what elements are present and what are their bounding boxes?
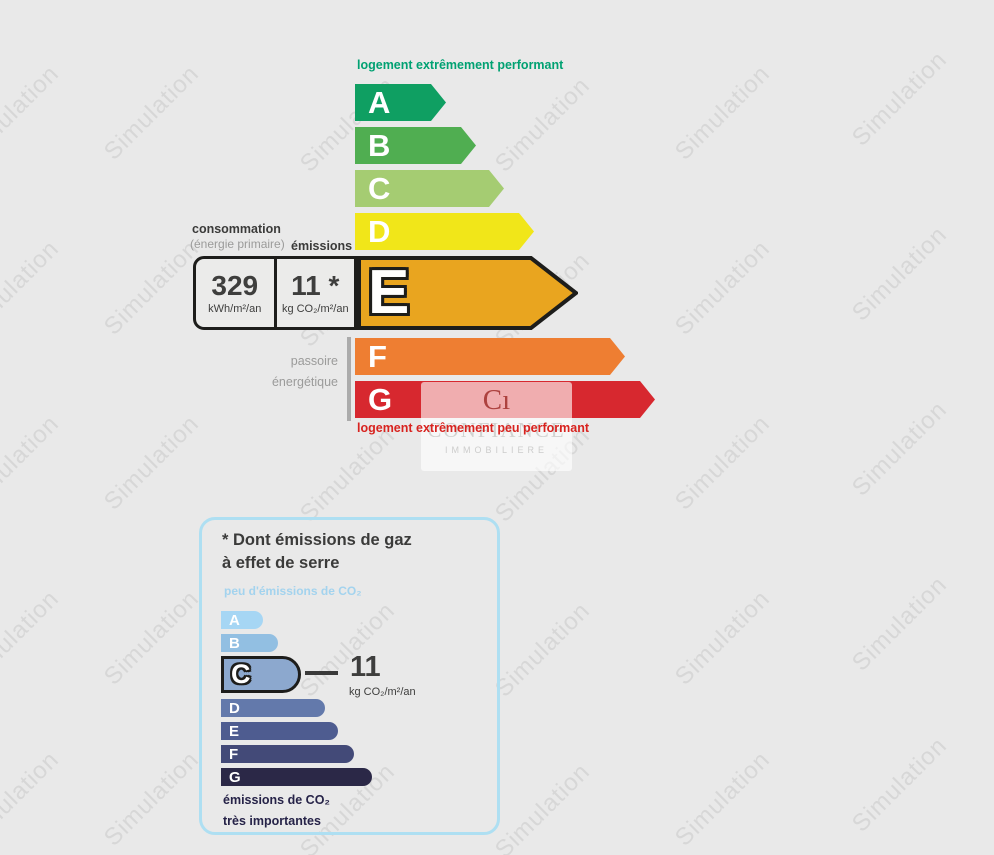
ghg-class-bar-a: A xyxy=(221,611,263,629)
simulation-watermark: Simulation xyxy=(846,220,953,327)
simulation-watermark: Simulation xyxy=(846,395,953,502)
emissions-value: 11 * xyxy=(291,269,340,301)
simulation-watermark: Simulation xyxy=(98,59,205,166)
ghg-box-title-line1: * Dont émissions de gaz xyxy=(222,531,412,549)
ghg-low-emissions-label: peu d'émissions de CO₂ xyxy=(224,584,362,598)
energy-class-bar-c: C xyxy=(355,170,504,207)
simulation-watermark: Simulation xyxy=(0,584,65,691)
agency-logo-name: CONFIANCE xyxy=(427,418,566,442)
simulation-watermark: Simulation xyxy=(0,745,65,852)
energy-class-letter: C xyxy=(368,171,391,206)
energy-class-e-arrow-shape xyxy=(357,256,580,330)
consumption-value: 329 xyxy=(211,269,259,301)
ghg-class-bar-g: G xyxy=(221,768,372,786)
bottom-performance-label: logement extrêmement peu performant xyxy=(357,421,589,435)
simulation-watermark: Simulation xyxy=(669,234,776,341)
ghg-class-letter: D xyxy=(229,699,240,717)
energy-class-letter: F xyxy=(368,339,387,374)
energy-class-bar-e-current: E xyxy=(357,256,580,330)
ghg-class-letter: F xyxy=(229,745,239,763)
ghg-class-bar-f: F xyxy=(221,745,354,763)
energy-sieve-label-line1: passoire xyxy=(290,354,338,368)
primary-energy-label: (énergie primaire) xyxy=(190,237,285,251)
emissions-value-cell: 11 * kg CO₂/m²/an xyxy=(277,259,355,327)
energy-sieve-label: passoire énergétique xyxy=(230,351,338,393)
current-rating-row: 329 kWh/m²/an 11 * kg CO₂/m²/an E xyxy=(193,256,580,330)
ghg-class-letter: B xyxy=(229,634,240,652)
ghg-high-emissions-line2: très importantes xyxy=(223,814,321,828)
ghg-class-letter: E xyxy=(229,722,240,740)
agency-logo-subtitle: IMMOBILIERE xyxy=(444,445,548,455)
values-divider xyxy=(273,259,277,327)
emissions-label: émissions xyxy=(291,239,353,253)
energy-class-letter: G xyxy=(368,382,393,417)
simulation-watermark: Simulation xyxy=(669,59,776,166)
ghg-high-emissions-label: émissions de CO₂ très importantes xyxy=(223,790,330,832)
consumption-value-cell: 329 kWh/m²/an xyxy=(196,259,274,327)
simulation-watermark: Simulation xyxy=(846,731,953,838)
energy-class-letter: A xyxy=(368,85,391,120)
energy-class-letter: B xyxy=(368,128,391,163)
simulation-watermark: Simulation xyxy=(0,409,65,516)
simulation-watermark: Simulation xyxy=(669,409,776,516)
ghg-emissions-box xyxy=(199,517,500,835)
ghg-class-bar-c-current: C xyxy=(221,656,301,693)
consumption-label: consommation xyxy=(192,222,281,236)
ghg-class-letter: G xyxy=(229,768,241,786)
ghg-class-bar-b: B xyxy=(221,634,278,652)
energy-class-bar-f: F xyxy=(355,338,625,375)
energy-class-bar-b: B xyxy=(355,127,476,164)
energy-sieve-divider xyxy=(347,337,351,421)
ghg-value: 11 xyxy=(350,651,381,683)
ghg-class-bar-e: E xyxy=(221,722,338,740)
consumption-unit: kWh/m²/an xyxy=(208,302,262,315)
ghg-value-connector-line xyxy=(305,671,338,675)
energy-class-letter: D xyxy=(368,214,391,249)
simulation-watermark: Simulation xyxy=(489,71,596,178)
simulation-watermark: Simulation xyxy=(846,45,953,152)
top-performance-label: logement extrêmement performant xyxy=(357,58,564,72)
ghg-box-title: * Dont émissions de gaz à effet de serre xyxy=(222,529,412,575)
ghg-class-letter: A xyxy=(229,611,240,629)
simulation-watermark: Simulation xyxy=(0,59,65,166)
energy-class-bar-a: A xyxy=(355,84,446,121)
ghg-high-emissions-line1: émissions de CO₂ xyxy=(223,793,330,807)
energy-sieve-label-line2: énergétique xyxy=(271,375,338,389)
energy-class-bar-d: D xyxy=(355,213,534,250)
current-ghg-class-letter: C xyxy=(231,659,251,689)
emissions-unit: kg CO₂/m²/an xyxy=(281,302,349,315)
simulation-watermark: Simulation xyxy=(98,409,205,516)
agency-logo-watermark: Cı CONFIANCE IMMOBILIERE xyxy=(421,382,572,471)
simulation-watermark: Simulation xyxy=(846,570,953,677)
agency-logo-mark: Cı xyxy=(482,384,511,416)
simulation-watermark: Simulation xyxy=(669,584,776,691)
rating-values-box: 329 kWh/m²/an 11 * kg CO₂/m²/an xyxy=(193,256,357,330)
current-energy-class-letter: E xyxy=(368,258,410,327)
simulation-watermark: Simulation xyxy=(669,745,776,852)
ghg-box-title-line2: à effet de serre xyxy=(222,554,340,572)
ghg-value-unit: kg CO₂/m²/an xyxy=(349,686,416,698)
simulation-watermark: Simulation xyxy=(0,234,65,341)
ghg-class-bar-d: D xyxy=(221,699,325,717)
